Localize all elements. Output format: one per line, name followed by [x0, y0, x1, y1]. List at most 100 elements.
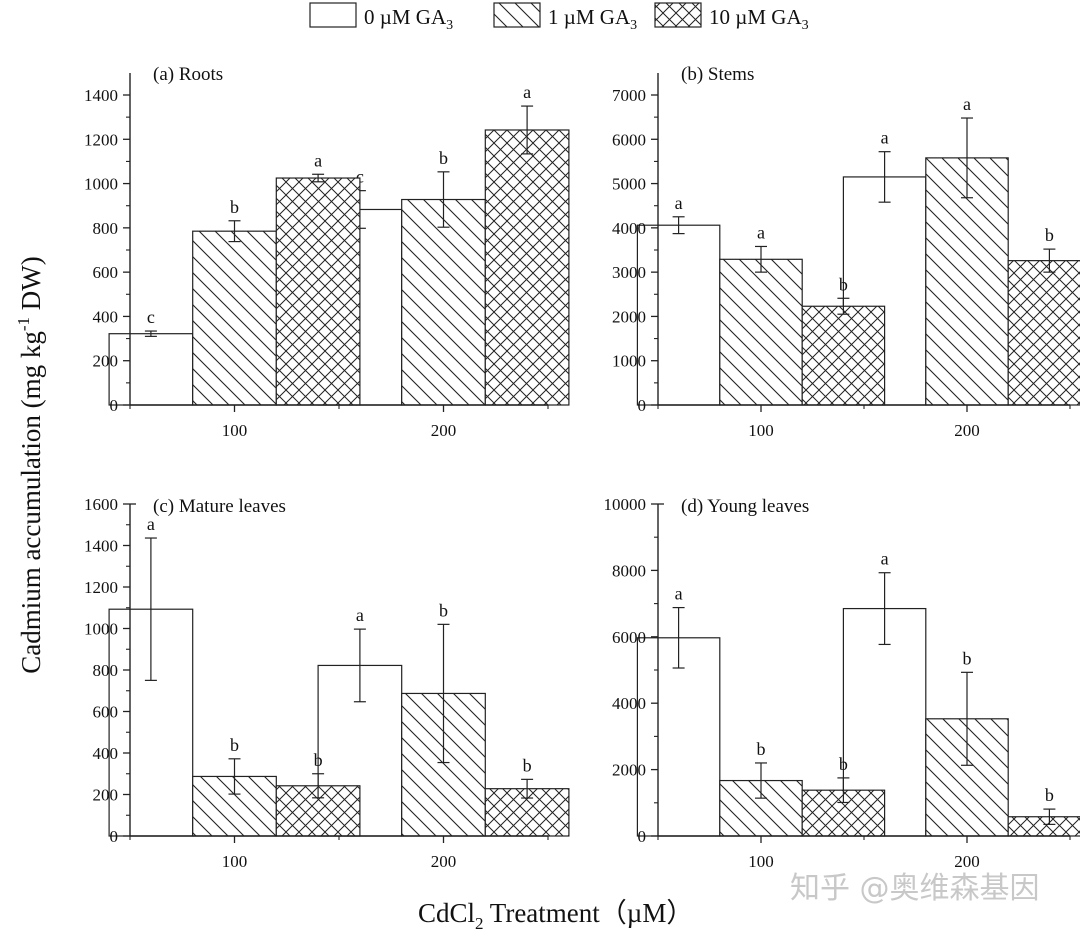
legend-label-1uM: 1 µM GA	[548, 5, 631, 29]
y-tick-label: 200	[93, 352, 119, 371]
significance-letter: b	[439, 148, 448, 168]
y-tick-label: 1000	[84, 620, 118, 639]
significance-letter: c	[356, 167, 364, 187]
legend-swatch-empty	[309, 2, 357, 28]
y-tick-label: 2000	[612, 307, 646, 326]
significance-letter: b	[230, 197, 239, 217]
legend-sub-0uM: 3	[446, 18, 453, 33]
y-tick-label: 1000	[612, 352, 646, 371]
significance-letter: a	[757, 222, 765, 242]
bar-0uM-100	[636, 637, 721, 837]
y-tick-label: 1200	[84, 578, 118, 597]
bar-0uM-100	[108, 333, 194, 406]
watermark: 知乎 @奥维森基因	[790, 871, 1040, 906]
panel-4: (d) Young leaves a a b b b b 0 2000 4000 6000 8000 1…	[604, 495, 1080, 871]
legend-label-10uM: 10 µM GA	[709, 5, 802, 29]
y-tick-label: 3000	[612, 263, 646, 282]
panel-title: (a) Roots	[153, 64, 223, 85]
significance-letter: b	[439, 600, 448, 620]
y-tick-label: 1400	[84, 537, 118, 556]
bar-1uM-100	[719, 258, 803, 406]
significance-letter: a	[314, 150, 322, 170]
x-tick-label: 100	[748, 421, 774, 440]
y-tick-label: 4000	[612, 219, 646, 238]
x-tick-label: 200	[954, 852, 980, 871]
panel-title: (d) Young leaves	[681, 496, 809, 517]
significance-letter: b	[314, 750, 323, 770]
bar-1uM-200	[401, 198, 486, 406]
panel-1: (a) Roots c c b b a a 0 200 400 600 800 1000 1200 1400…	[84, 64, 570, 440]
y-tick-label: 600	[93, 703, 119, 722]
y-tick-label: 800	[93, 219, 119, 238]
bar-10uM-200	[484, 129, 570, 406]
y-tick-label: 1200	[84, 130, 118, 149]
x-tick-label: 200	[431, 852, 457, 871]
y-tick-label: 400	[93, 307, 119, 326]
y-tick-label: 5000	[612, 175, 646, 194]
legend-label-0uM: 0 µM GA	[364, 5, 447, 29]
legend-swatch-diagonal	[493, 2, 541, 28]
y-tick-label: 0	[110, 396, 119, 415]
significance-letter: c	[147, 307, 155, 327]
y-tick-label: 0	[638, 396, 647, 415]
y-tick-label: 800	[93, 661, 119, 680]
x-tick-label: 100	[748, 852, 774, 871]
significance-letter: b	[1045, 785, 1054, 805]
significance-letter: b	[839, 274, 848, 294]
y-tick-label: 1000	[84, 175, 118, 194]
y-tick-label: 0	[110, 827, 119, 846]
y-axis-label: Cadmium accumulation (mg kg-1 DW)	[14, 256, 46, 674]
y-tick-label: 600	[93, 263, 119, 282]
y-tick-label: 10000	[604, 495, 647, 514]
y-tick-label: 7000	[612, 86, 646, 105]
x-tick-label: 100	[222, 421, 248, 440]
significance-letter: b	[523, 755, 532, 775]
bar-10uM-200	[1007, 260, 1080, 406]
y-tick-label: 0	[638, 827, 647, 846]
x-tick-label: 200	[431, 421, 457, 440]
bar-10uM-200	[1007, 816, 1080, 837]
legend-sub-1uM: 3	[630, 18, 637, 33]
significance-letter: a	[881, 549, 889, 569]
significance-letter: a	[523, 82, 531, 102]
significance-letter: a	[356, 605, 364, 625]
significance-letter: b	[1045, 225, 1054, 245]
y-tick-label: 8000	[612, 561, 646, 580]
bar-10uM-100	[275, 177, 361, 406]
x-tick-label: 100	[222, 852, 248, 871]
y-tick-label: 4000	[612, 694, 646, 713]
bar-1uM-100	[192, 230, 277, 406]
significance-letter: a	[147, 514, 155, 534]
panel-2: (b) Stems a a a a b b 0 1000 2000 3000 4000 5000 6000…	[612, 64, 1080, 440]
significance-letter: a	[675, 584, 683, 604]
y-tick-label: 1400	[84, 86, 118, 105]
svg-text:10 µM GA3: 10 µM GA3	[709, 5, 809, 33]
legend-sub-10uM: 3	[802, 18, 809, 33]
bar-1uM-200	[925, 157, 1009, 406]
y-tick-label: 6000	[612, 130, 646, 149]
bar-10uM-100	[801, 305, 886, 406]
x-axis-label: CdCl2 Treatment（µM）	[418, 898, 693, 933]
y-tick-label: 400	[93, 744, 119, 763]
y-tick-label: 1600	[84, 495, 118, 514]
legend-item-1uM: 1 µM GA3	[493, 2, 637, 33]
legend-item-0uM: 0 µM GA3	[309, 2, 453, 33]
panel-title: (c) Mature leaves	[153, 496, 286, 517]
significance-letter: a	[963, 94, 971, 114]
y-tick-label: 2000	[612, 761, 646, 780]
significance-letter: a	[675, 193, 683, 213]
x-tick-label: 200	[954, 421, 980, 440]
svg-text:1 µM GA3: 1 µM GA3	[548, 5, 637, 33]
legend-item-10uM: 10 µM GA3	[654, 2, 809, 33]
significance-letter: b	[839, 754, 848, 774]
significance-letter: b	[963, 648, 972, 668]
panels: (a) Rootsccbbaa0200400600800100012001400…	[84, 64, 1080, 871]
legend-swatch-crosshatch	[654, 2, 702, 28]
panel-title: (b) Stems	[681, 64, 754, 85]
y-tick-label: 200	[93, 786, 119, 805]
significance-letter: a	[881, 128, 889, 148]
significance-letter: b	[230, 735, 239, 755]
svg-text:0 µM GA3: 0 µM GA3	[364, 5, 453, 33]
